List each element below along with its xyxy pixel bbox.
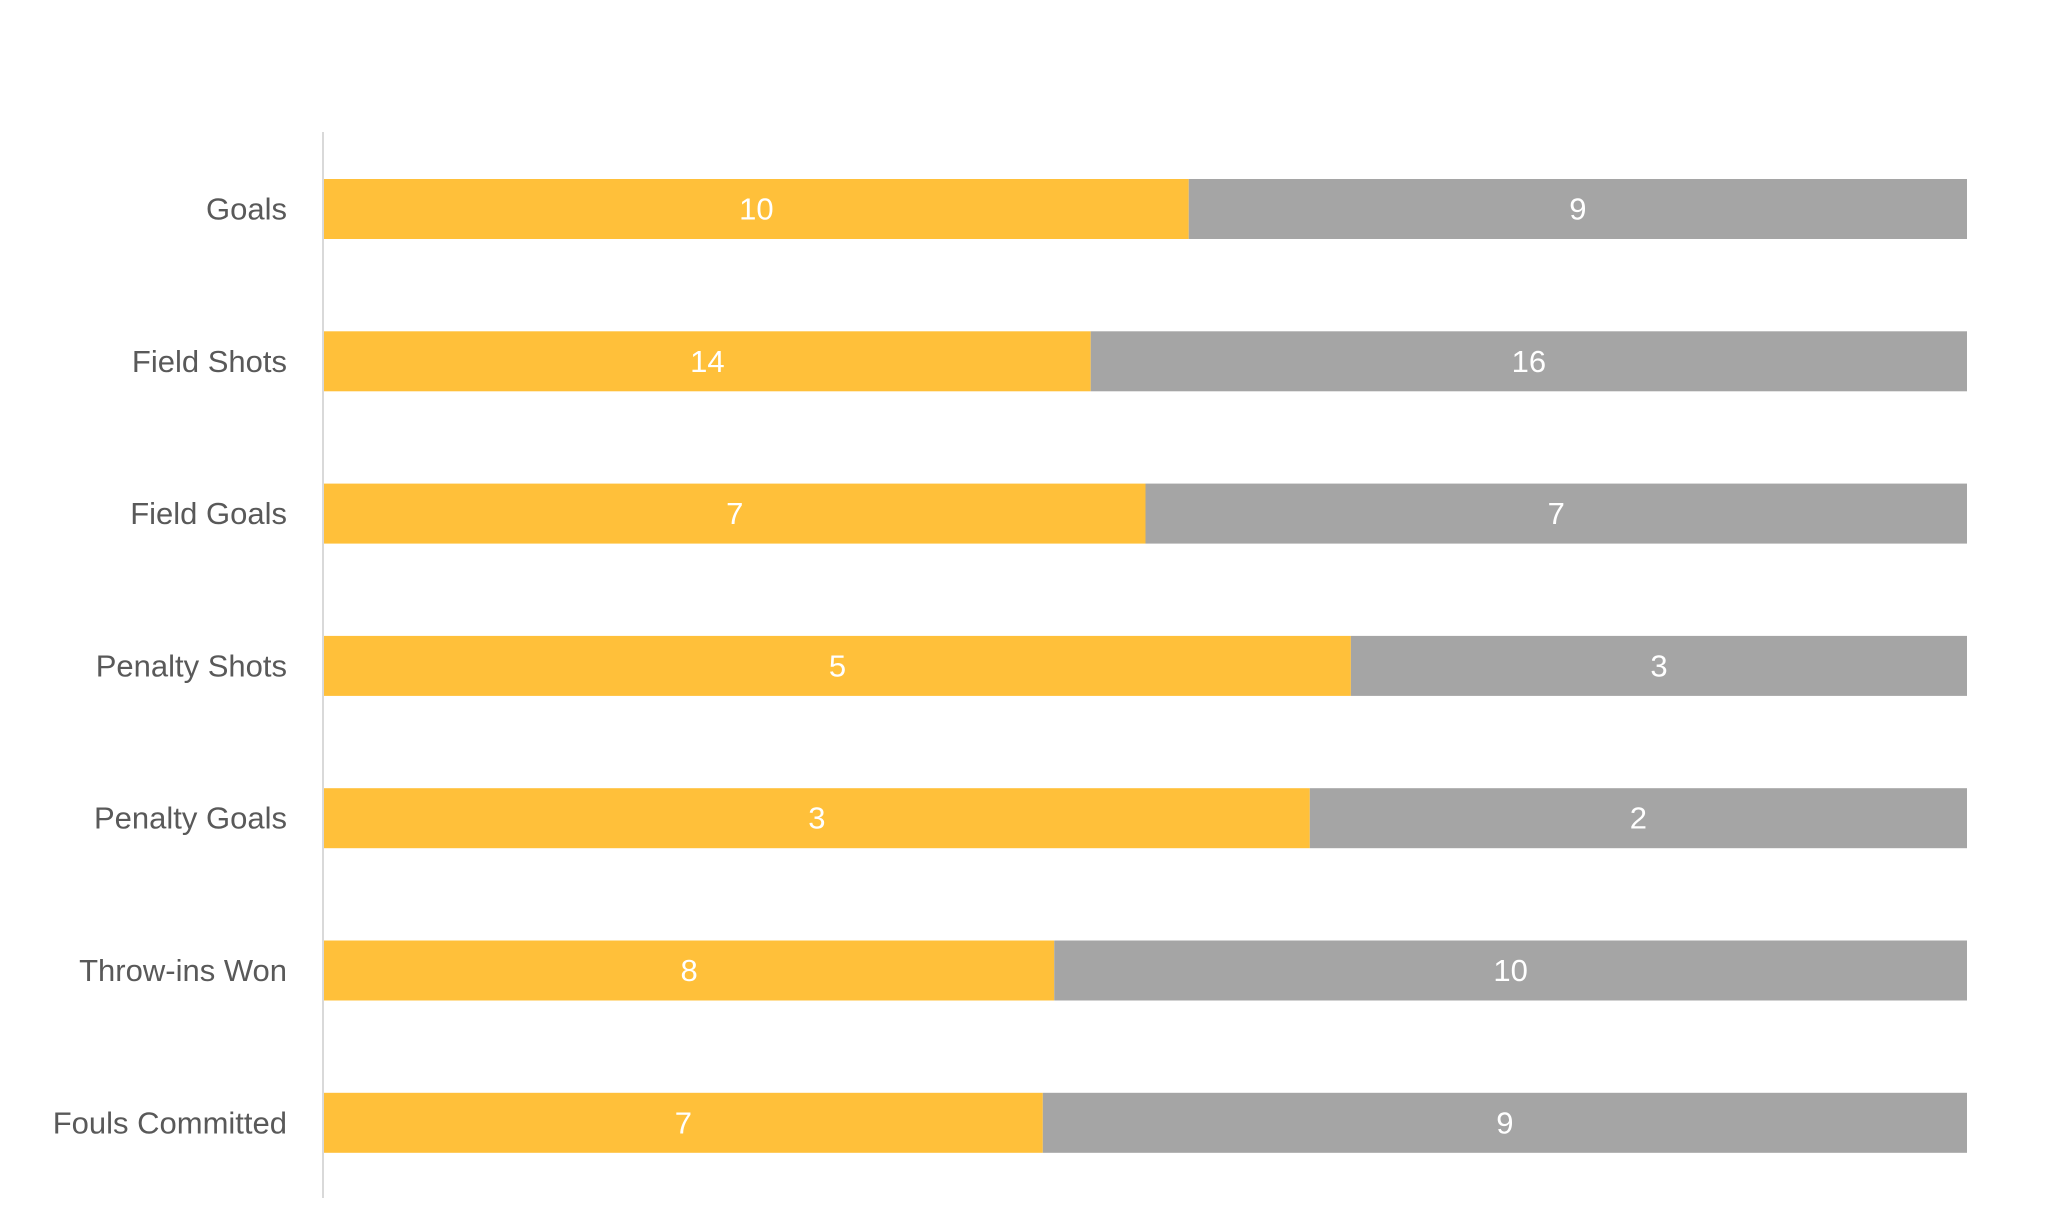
category-label-field-goals: Field Goals: [130, 496, 287, 531]
data-label-penalty-shots-series-2: 3: [1650, 648, 1667, 683]
data-label-goals-series-1: 10: [739, 192, 773, 227]
bar-fouls-committed-series-2: [1042, 1092, 1967, 1153]
bar-penalty-goals-series-2: [1309, 788, 1967, 849]
bars-layer: [324, 179, 1967, 1153]
bar-field-goals-series-1: [324, 483, 1146, 544]
data-label-throw-ins-won-series-1: 8: [680, 953, 697, 988]
bar-penalty-shots-series-2: [1350, 635, 1967, 696]
data-label-goals-series-2: 9: [1569, 192, 1586, 227]
bar-field-shots-series-1: [324, 331, 1091, 392]
data-label-field-shots-series-2: 16: [1512, 344, 1546, 379]
category-label-goals: Goals: [206, 192, 287, 227]
bar-throw-ins-won-series-1: [324, 940, 1055, 1001]
category-label-throw-ins-won: Throw-ins Won: [79, 953, 287, 988]
bar-goals-series-1: [324, 179, 1189, 239]
bar-throw-ins-won-series-2: [1054, 940, 1967, 1001]
bar-field-shots-series-2: [1090, 331, 1967, 392]
data-label-throw-ins-won-series-2: 10: [1493, 953, 1527, 988]
bar-goals-series-2: [1188, 179, 1967, 239]
bar-penalty-goals-series-1: [324, 788, 1310, 849]
category-label-penalty-goals: Penalty Goals: [94, 801, 287, 836]
bar-penalty-shots-series-1: [324, 635, 1351, 696]
bar-field-goals-series-2: [1145, 483, 1967, 544]
data-label-fouls-committed-series-2: 9: [1496, 1105, 1513, 1140]
labels-layer: Goals 10 9 Field Shots 14 16 Field Goals 7 7 Pena…: [53, 192, 1668, 1141]
category-label-fouls-committed: Fouls Committed: [53, 1105, 287, 1140]
data-label-field-shots-series-1: 14: [690, 344, 724, 379]
data-label-penalty-shots-series-1: 5: [829, 648, 846, 683]
data-label-penalty-goals-series-1: 3: [808, 801, 825, 836]
bar-fouls-committed-series-1: [324, 1092, 1043, 1153]
data-label-penalty-goals-series-2: 2: [1630, 801, 1647, 836]
data-label-field-goals-series-1: 7: [726, 496, 743, 531]
category-label-field-shots: Field Shots: [132, 344, 287, 379]
category-label-penalty-shots: Penalty Shots: [96, 648, 287, 683]
data-label-field-goals-series-2: 7: [1548, 496, 1565, 531]
data-label-fouls-committed-series-1: 7: [675, 1105, 692, 1140]
